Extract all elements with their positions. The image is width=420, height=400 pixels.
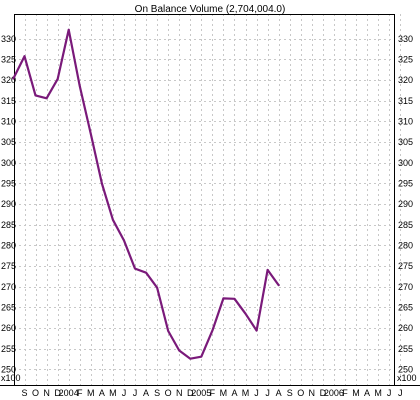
- y-tick-label-right: 295: [398, 178, 413, 188]
- y-tick-label-right: 255: [398, 344, 413, 354]
- x-tick-label: N: [176, 388, 183, 398]
- unit-label-left: x100: [1, 373, 21, 383]
- y-tick-label-right: 275: [398, 261, 413, 271]
- x-tick-label: F: [342, 388, 348, 398]
- x-tick-label: N: [43, 388, 50, 398]
- y-tick-label-right: 265: [398, 302, 413, 312]
- y-tick-label-right: 270: [398, 282, 413, 292]
- x-tick-label: A: [231, 388, 237, 398]
- y-tick-label-right: 300: [398, 158, 413, 168]
- y-tick-label-right: 320: [398, 75, 413, 85]
- y-tick-label-right: 330: [398, 34, 413, 44]
- x-tick-label: S: [154, 388, 160, 398]
- x-tick-label: M: [374, 388, 382, 398]
- y-tick-label-right: 305: [398, 137, 413, 147]
- y-tick-label-left: 270: [1, 282, 16, 292]
- y-tick-label-right: 310: [398, 116, 413, 126]
- y-tick-label-right: 250: [398, 364, 413, 374]
- y-tick-label-left: 280: [1, 240, 16, 250]
- chart-title: On Balance Volume (2,704,004.0): [135, 4, 286, 15]
- y-ticks-left: 250 255 260 265 270 275 280 285 290 295 300 305 310 3…: [1, 34, 16, 375]
- x-tick-label: 2006: [324, 388, 344, 398]
- x-tick-label: F: [77, 388, 83, 398]
- y-tick-label-left: 285: [1, 220, 16, 230]
- x-tick-label: D: [320, 388, 327, 398]
- y-tick-label-right: 260: [398, 323, 413, 333]
- x-tick-label: M: [87, 388, 95, 398]
- y-tick-label-left: 255: [1, 344, 16, 354]
- y-tick-label-left: 300: [1, 158, 16, 168]
- y-tick-label-left: 260: [1, 323, 16, 333]
- y-tick-label-right: 290: [398, 199, 413, 209]
- y-tick-label-left: 320: [1, 75, 16, 85]
- series-layer: [12, 28, 280, 360]
- x-tick-label: F: [210, 388, 216, 398]
- y-tick-label-right: 285: [398, 220, 413, 230]
- y-ticks-right: 250 255 260 265 270 275 280 285 290 295 300 305 310 3…: [398, 34, 413, 375]
- x-tick-label: J: [398, 388, 403, 398]
- x-tick-label: A: [99, 388, 105, 398]
- x-tick-label: 2004: [59, 388, 79, 398]
- x-tick-label: O: [297, 388, 304, 398]
- x-tick-label: J: [265, 388, 270, 398]
- x-tick-label: D: [187, 388, 194, 398]
- x-tick-label: D: [54, 388, 61, 398]
- grid-layer: [14, 14, 401, 386]
- y-tick-label-left: 295: [1, 178, 16, 188]
- x-tick-label: O: [32, 388, 39, 398]
- y-tick-label-left: 315: [1, 96, 16, 106]
- x-tick-label: S: [287, 388, 293, 398]
- x-tick-label: J: [254, 388, 259, 398]
- x-tick-label: A: [276, 388, 282, 398]
- y-tick-label-right: 315: [398, 96, 413, 106]
- x-tick-label: M: [352, 388, 360, 398]
- x-tick-label: M: [109, 388, 117, 398]
- y-tick-label-left: 305: [1, 137, 16, 147]
- x-tick-label: O: [165, 388, 172, 398]
- x-tick-label: N: [309, 388, 316, 398]
- x-tick-label: M: [220, 388, 228, 398]
- y-tick-label-right: 325: [398, 54, 413, 64]
- y-tick-label-left: 250: [1, 364, 16, 374]
- y-tick-label-left: 330: [1, 34, 16, 44]
- y-tick-label-left: 310: [1, 116, 16, 126]
- x-tick-label: J: [133, 388, 138, 398]
- x-tick-label: 2005: [191, 388, 211, 398]
- x-tick-label: M: [242, 388, 250, 398]
- y-tick-label-left: 290: [1, 199, 16, 209]
- x-tick-label: A: [364, 388, 370, 398]
- y-tick-label-left: 325: [1, 54, 16, 64]
- x-tick-label: J: [387, 388, 392, 398]
- x-tick-label: J: [122, 388, 127, 398]
- y-tick-label-left: 265: [1, 302, 16, 312]
- obv-line: [12, 28, 280, 360]
- y-tick-label-left: 275: [1, 261, 16, 271]
- y-tick-label-right: 280: [398, 240, 413, 250]
- unit-label-right: x100: [397, 373, 417, 383]
- x-tick-label: A: [143, 388, 149, 398]
- x-tick-label: S: [21, 388, 27, 398]
